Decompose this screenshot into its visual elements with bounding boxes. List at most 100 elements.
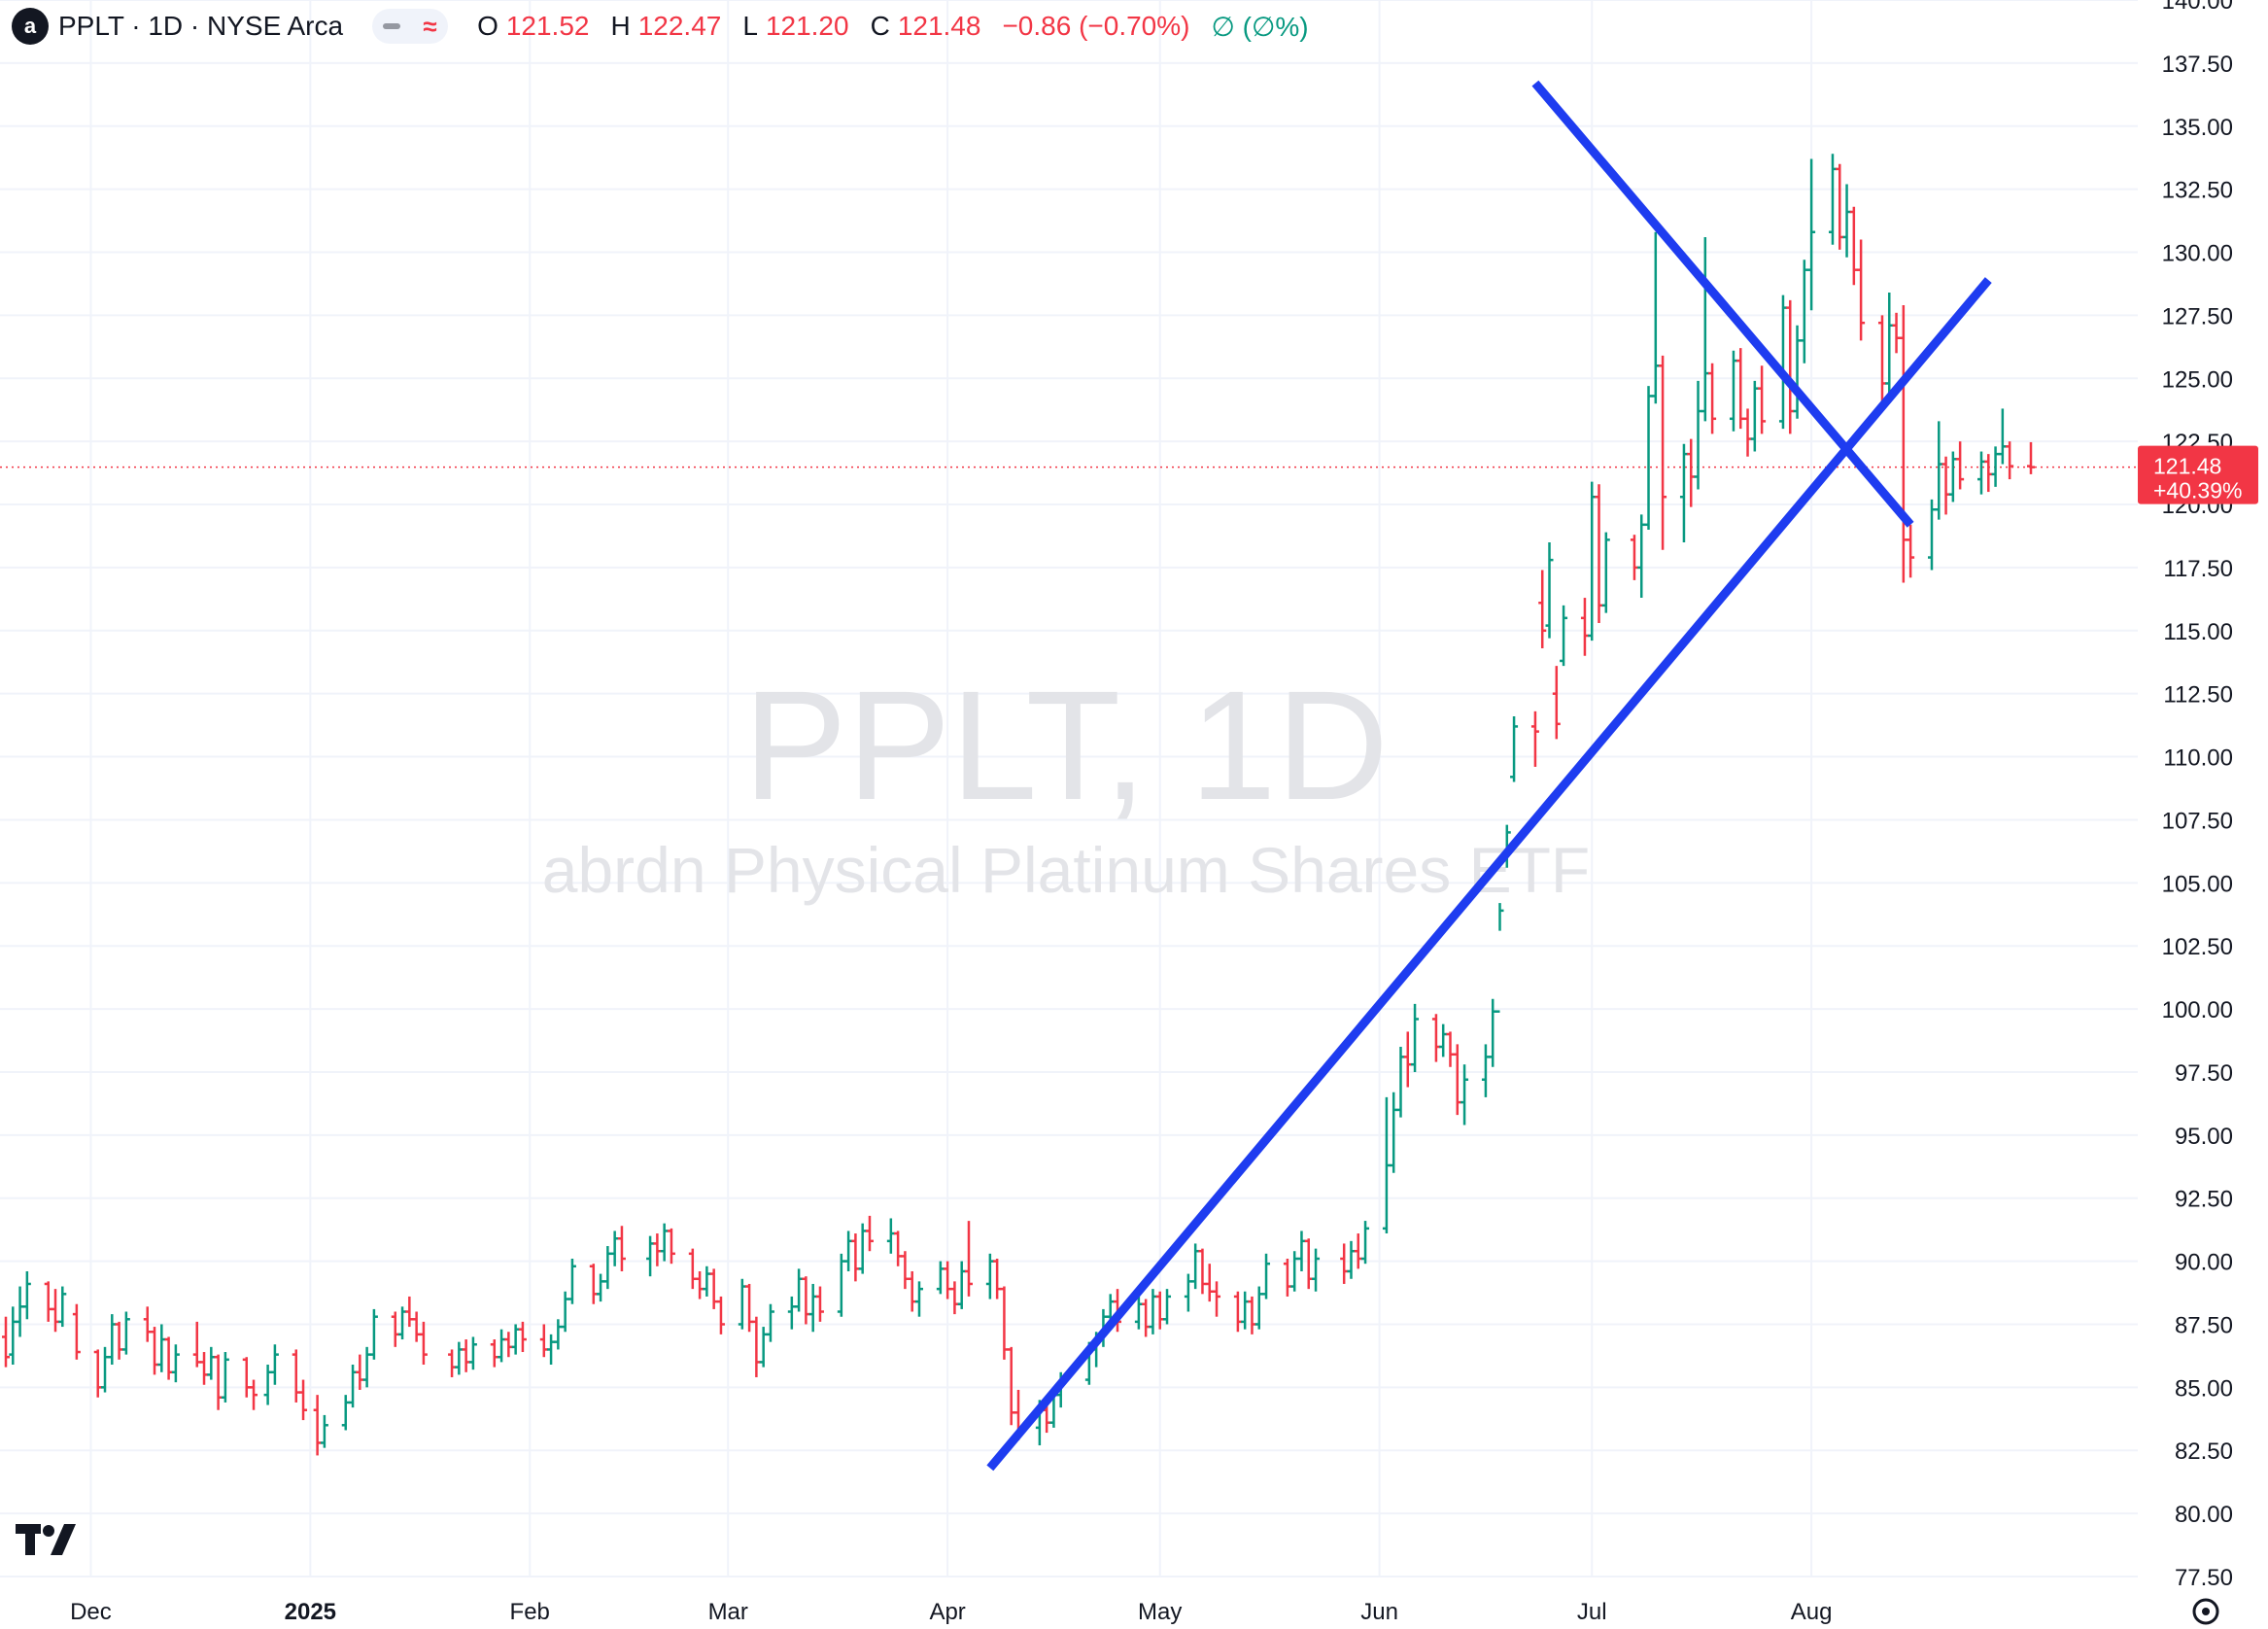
- ohlc-bar: [1948, 451, 1957, 503]
- ohlc-bar: [1552, 666, 1561, 740]
- ohlc-bar: [589, 1264, 598, 1304]
- ohlc-bar: [157, 1324, 166, 1372]
- wave-icon[interactable]: ≈: [423, 11, 437, 41]
- ohlc-bar: [844, 1230, 853, 1271]
- change-value: −0.86 (−0.70%): [1002, 10, 1190, 41]
- ohlc-bar: [200, 1352, 209, 1385]
- price-tick-label: 77.50: [2175, 1565, 2233, 1591]
- ohlc-bar: [886, 1218, 895, 1254]
- price-tick-label: 115.00: [2163, 619, 2233, 645]
- ohlc-bar: [944, 1261, 952, 1300]
- ohlc-bar: [2, 1316, 10, 1368]
- ohlc-bar: [192, 1321, 201, 1368]
- ohlc-bar: [16, 1286, 24, 1337]
- ohlc-bar: [101, 1346, 110, 1393]
- ohlc-bar: [1877, 315, 1886, 404]
- price-tick-label: 132.50: [2162, 178, 2233, 204]
- ohlc-bar: [58, 1286, 67, 1328]
- time-tick-label: Aug: [1791, 1599, 1833, 1625]
- time-axis[interactable]: Dec 2025 Feb Mar Apr May Jun Jul Aug: [70, 1599, 1832, 1625]
- symbol-title[interactable]: PPLT · 1D · NYSE Arca: [58, 11, 344, 41]
- high-value: 122.47: [637, 10, 722, 41]
- ohlc-bar: [858, 1223, 867, 1274]
- price-label-value: 121.48: [2153, 454, 2221, 479]
- ohlc-bar: [1198, 1248, 1207, 1295]
- ohlc-bar: [1601, 532, 1610, 613]
- ohlc-bar: [2027, 441, 2035, 474]
- ohlc-bar: [1403, 1031, 1412, 1088]
- high-key: H: [610, 10, 631, 41]
- ohlc-bar: [1453, 1044, 1461, 1116]
- ohlc-readout: O 121.52 H 122.47 L 121.20 C 121.48 −0.86 (−…: [477, 11, 1309, 43]
- time-tick-label: Jul: [1577, 1599, 1607, 1625]
- ohlc-bar: [1290, 1251, 1299, 1292]
- price-tick-label: 87.50: [2175, 1312, 2233, 1338]
- symbol-header: a PPLT · 1D · NYSE Arca ≈ O 121.52 H 122.4…: [0, 0, 1309, 52]
- collapse-icon[interactable]: [383, 23, 401, 29]
- time-tick-label: May: [1138, 1599, 1182, 1625]
- price-tick-label: 80.00: [2175, 1502, 2233, 1528]
- ohlc-bar: [1510, 716, 1519, 782]
- ohlc-bar: [617, 1226, 626, 1271]
- ohlc-bar: [207, 1346, 216, 1380]
- ohlc-bar: [1701, 236, 1709, 422]
- tradingview-logo-icon[interactable]: [16, 1522, 76, 1557]
- ohlc-bar: [299, 1379, 308, 1421]
- ohlc-bar: [950, 1281, 959, 1315]
- ohlc-bar: [1347, 1240, 1356, 1279]
- low-value: 121.20: [765, 10, 849, 41]
- ohlc-bar: [1149, 1289, 1157, 1334]
- ohlc-bar: [646, 1235, 655, 1277]
- ohlc-bar: [766, 1303, 774, 1342]
- ohlc-bar: [1184, 1273, 1192, 1312]
- time-tick-label: Apr: [929, 1599, 965, 1625]
- ohlc-bar: [1254, 1286, 1263, 1330]
- ohlc-bar: [369, 1308, 378, 1360]
- symbol-logo-icon[interactable]: a: [12, 8, 49, 45]
- ohlc-bar: [121, 1311, 130, 1355]
- trendlines[interactable]: [986, 80, 1992, 1472]
- ohlc-bar: [1807, 158, 1816, 311]
- ohlc-bar: [1233, 1291, 1242, 1333]
- ohlc-bar: [914, 1281, 923, 1317]
- price-tick-label: 127.50: [2162, 303, 2233, 329]
- ohlc-bar: [1312, 1248, 1321, 1292]
- ohlc-bar: [1446, 1031, 1455, 1067]
- watermark-title: PPLT, 1D: [743, 658, 1389, 832]
- price-tick-label: 125.00: [2162, 366, 2233, 393]
- ohlc-bar: [597, 1273, 605, 1302]
- ohlc-bar: [1390, 1092, 1398, 1173]
- ohlc-bar: [518, 1321, 527, 1353]
- ohlc-bar: [908, 1270, 916, 1312]
- ohlc-bar: [1262, 1253, 1271, 1300]
- watermark: PPLT, 1D abrdn Physical Platinum Shares …: [542, 658, 1590, 906]
- ohlc-bar: [292, 1349, 300, 1403]
- trendline: [1531, 80, 1914, 528]
- ohlc-bar: [1411, 1003, 1420, 1072]
- price-tick-label: 97.50: [2175, 1060, 2233, 1087]
- ohlc-bar: [412, 1311, 421, 1342]
- settings-gear-icon[interactable]: [2192, 1598, 2219, 1625]
- price-tick-label: 112.50: [2163, 682, 2233, 709]
- ohlc-bar: [1729, 350, 1737, 432]
- chart-grid: [0, 0, 2138, 1577]
- ohlc-bar: [738, 1278, 746, 1330]
- ohlc-bar: [22, 1270, 31, 1320]
- price-axis[interactable]: 77.50 80.00 82.50 85.00 87.50 90.00 92.50 95.00…: [2162, 0, 2233, 1591]
- price-tick-label: 117.50: [2163, 556, 2233, 582]
- ohlc-bar: [341, 1395, 350, 1431]
- price-tick-label: 135.00: [2162, 115, 2233, 141]
- ohlc-bar: [1998, 408, 2007, 465]
- time-tick-label: Feb: [510, 1599, 550, 1625]
- ohlc-bar: [660, 1223, 669, 1262]
- ohlc-bar: [214, 1354, 223, 1410]
- ohlc-bar: [1354, 1233, 1362, 1269]
- ohlc-bar: [1793, 325, 1802, 419]
- ohlc-bar: [1530, 711, 1539, 767]
- indicator-pill[interactable]: ≈: [372, 9, 449, 44]
- open-value: 121.52: [505, 10, 590, 41]
- ohlc-bar: [1857, 239, 1866, 341]
- ohlc-bar: [1588, 481, 1597, 641]
- ohlc-bar: [221, 1352, 229, 1403]
